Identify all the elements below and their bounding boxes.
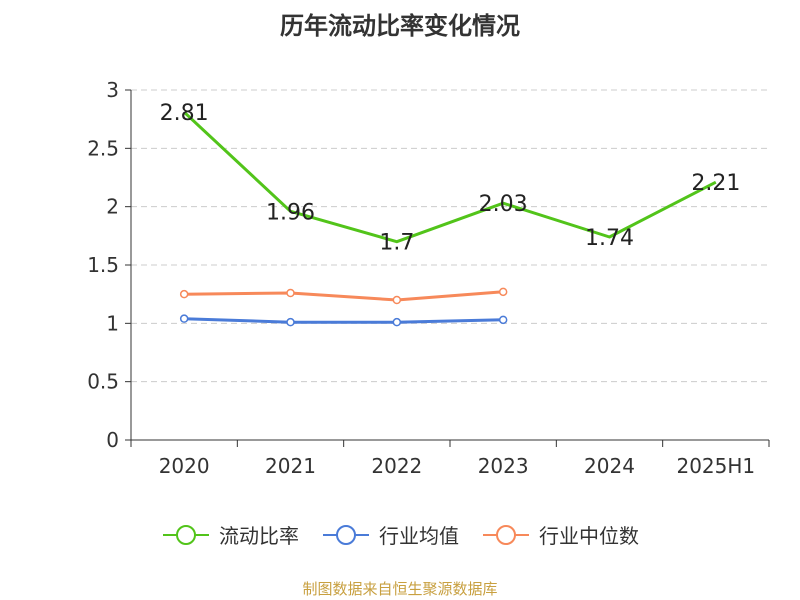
series-line: [184, 317, 504, 324]
x-tick-label: 2023: [478, 454, 529, 478]
legend-label: 流动比率: [219, 524, 299, 548]
legend-item[interactable]: 行业中位数: [481, 520, 639, 549]
series-line: [183, 111, 717, 244]
data-point: [392, 317, 402, 327]
y-tick-label: 1.5: [87, 253, 119, 277]
x-tick-label: 2024: [584, 454, 635, 478]
data-point: [179, 314, 189, 323]
legend-line-circle-icon: [483, 524, 529, 545]
data-point: [286, 288, 295, 298]
legend-label: 行业均值: [379, 524, 459, 548]
y-tick-label: 3: [106, 78, 119, 102]
y-tick-label: 0.5: [87, 370, 119, 394]
data-point: [498, 287, 508, 297]
data-point: [286, 317, 295, 327]
y-tick-label: 2: [106, 195, 119, 219]
axes: 0 0.5 1 1.5 2 2.5 3 2020 2021 2022 2023 2024 2025H1: [87, 78, 770, 478]
x-tick-label: 2025H1: [676, 454, 755, 478]
y-tick-label: 2.5: [87, 136, 119, 160]
x-tick-label: 2020: [159, 454, 210, 478]
y-tick-label: 0: [106, 428, 119, 452]
x-tick-label: 2021: [265, 454, 316, 478]
legend-marker: [176, 524, 196, 545]
legend-item[interactable]: 流动比率: [161, 520, 299, 549]
legend-marker: [336, 524, 356, 545]
y-tick-label: 1: [106, 311, 119, 335]
legend-line-circle-icon: [323, 524, 369, 545]
legend-marker: [496, 524, 516, 545]
data-label: 2.21: [691, 171, 740, 196]
legend-label: 行业中位数: [539, 524, 639, 548]
x-tick-label: 2022: [371, 454, 422, 478]
source-note: 制图数据来自恒生聚源数据库: [302, 580, 498, 598]
data-label: 1.96: [266, 200, 315, 225]
legend: 流动比率 行业均值 行业中位数: [0, 520, 800, 549]
data-point: [498, 315, 508, 325]
data-label: 2.03: [479, 192, 528, 217]
legend-item[interactable]: 行业均值: [321, 520, 459, 549]
data-label: 1.74: [585, 226, 634, 251]
grid-lines: [131, 89, 769, 383]
legend-line-circle-icon: [163, 524, 209, 545]
chart-title: 历年流动比率变化情况: [280, 12, 520, 40]
data-point: [392, 295, 402, 305]
data-labels: 2.81 1.96 1.7 2.03 1.74 2.21: [160, 101, 741, 256]
series-lines: [179, 111, 717, 327]
series-line: [184, 290, 504, 302]
data-label: 2.81: [160, 101, 209, 126]
data-point: [179, 289, 189, 299]
data-label: 1.7: [379, 231, 414, 256]
